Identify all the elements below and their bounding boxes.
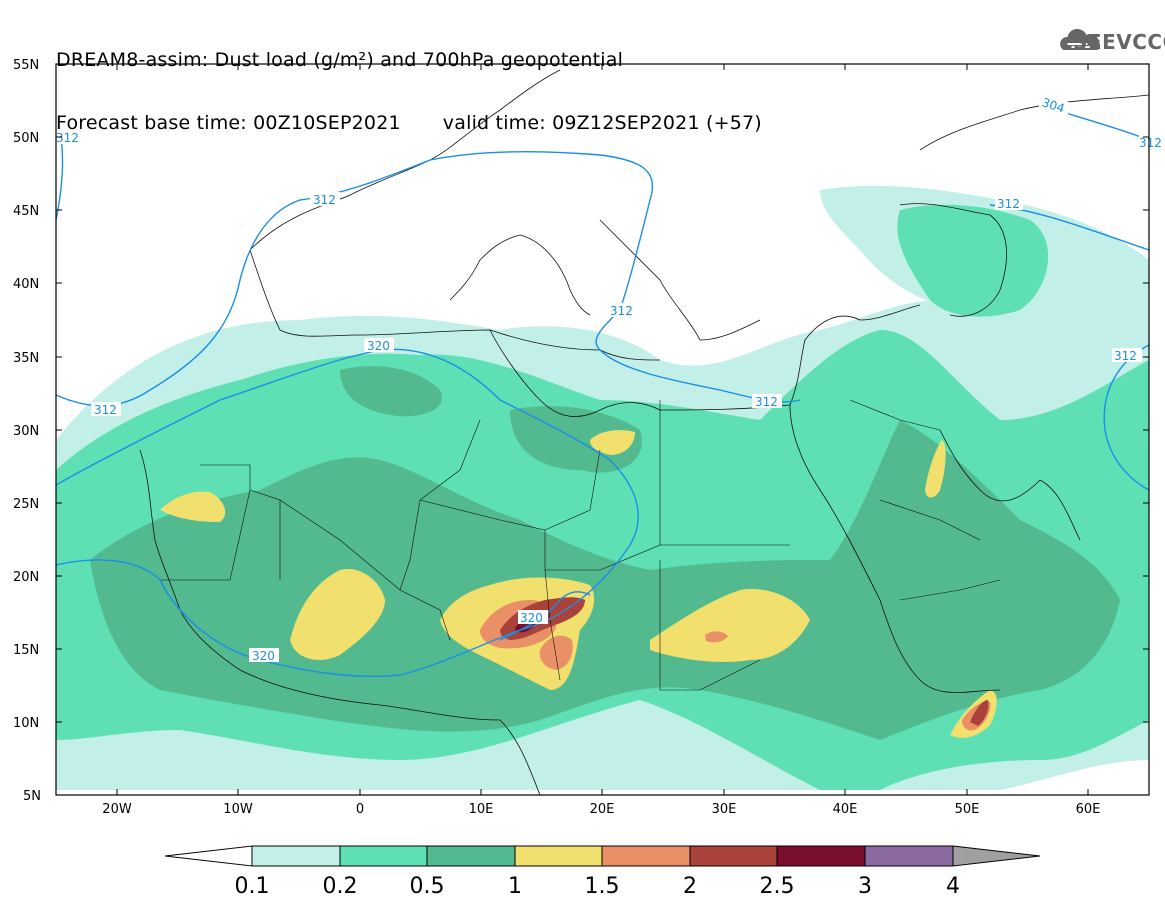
contour-label: 312 (755, 395, 778, 409)
contour-label: 304 (1040, 95, 1066, 115)
contour-label: 312 (610, 304, 633, 318)
coastlines (139, 69, 1149, 795)
lat-label: 10N (13, 716, 39, 731)
contour-312-west (56, 151, 801, 407)
dust-band-1-arabia (925, 440, 946, 498)
lon-label: 20W (102, 802, 132, 817)
contour-label: 312 (997, 197, 1020, 211)
colorbar-label: 0.5 (410, 874, 445, 899)
dust-band-1-mauritania (160, 491, 226, 522)
map-title: DREAM8-assim: Dust load (g/m²) and 700hP… (56, 8, 762, 155)
lon-label: 60E (1076, 802, 1101, 817)
dust-band-1-egypt (590, 430, 635, 455)
lat-label: 40N (13, 277, 39, 292)
colorbar: 0.1 0.2 0.5 1 1.5 2 2.5 3 4 (164, 845, 1041, 899)
lon-label: 30E (712, 802, 737, 817)
dust-band-1.5-sudan (705, 631, 728, 643)
valid-time: valid time: 09Z12SEP2021 (+57) (442, 112, 762, 134)
contour-labels: 312 312 312 304 312 320 312 312 312 320 … (56, 93, 1162, 663)
contour-label: 312 (94, 403, 117, 417)
lat-label: 5N (23, 789, 41, 804)
lat-label: 20N (13, 570, 39, 585)
dust-band-1 (290, 569, 385, 660)
lat-label: 30N (13, 424, 39, 439)
logo-text: SEEVCCC (1073, 30, 1165, 54)
colorbar-cell (514, 845, 603, 867)
lon-label: 10W (223, 802, 253, 817)
colorbar-label: 1 (508, 874, 522, 899)
dust-band-1.5-south (539, 635, 573, 670)
base-time: Forecast base time: 00Z10SEP2021 (56, 112, 401, 134)
lat-label: 50N (13, 131, 39, 146)
colorbar-label: 2 (683, 874, 697, 899)
lat-label: 45N (13, 204, 39, 219)
lon-label: 0 (356, 802, 364, 817)
dust-field (56, 185, 1149, 790)
dust-band-1-sudan (650, 589, 810, 662)
contour-320-inner (499, 591, 591, 641)
lat-label: 25N (13, 497, 39, 512)
latitude-axis: 55N 50N 45N 40N 35N 30N 25N 20N 15N 10N … (13, 58, 1149, 804)
colorbar-cell (426, 845, 516, 867)
lon-label: 40E (833, 802, 858, 817)
dust-band-0.5 (90, 420, 1120, 740)
colorbar-cell (251, 845, 341, 867)
contour-label: 312 (1139, 136, 1162, 150)
lon-label: 10E (469, 802, 494, 817)
title-line-1: DREAM8-assim: Dust load (g/m²) and 700hP… (56, 49, 624, 71)
colorbar-label: 3 (858, 874, 872, 899)
dust-band-2-somalia (970, 700, 989, 726)
contour-label: 320 (520, 611, 543, 625)
contour-label: 312 (313, 193, 336, 207)
colorbar-over-arrow (952, 845, 1041, 867)
lon-label: 20E (590, 802, 615, 817)
colorbar-label: 0.1 (235, 874, 270, 899)
contour-label: 320 (252, 649, 275, 663)
colorbar-cell (689, 845, 778, 867)
lat-label: 55N (13, 58, 39, 73)
longitude-axis: 20W 10W 0 10E 20E 30E 40E 50E 60E (102, 64, 1100, 817)
dust-band-0.5-north (340, 366, 442, 417)
colorbar-under-arrow (164, 845, 253, 867)
cloud-icon (1060, 28, 1101, 50)
contour-label: 312 (56, 131, 79, 145)
dust-band-0.2-caspian (897, 204, 1049, 317)
lon-label: 50E (955, 802, 980, 817)
contour-label: 312 (1114, 349, 1137, 363)
contour-label: 320 (367, 339, 390, 353)
colorbar-cell (864, 845, 954, 867)
colorbar-cell (601, 845, 691, 867)
borders (160, 399, 1001, 691)
colorbar-label: 2.5 (760, 874, 795, 899)
colorbar-label: 0.2 (323, 874, 358, 899)
colorbar-cell (339, 845, 428, 867)
contour-320 (56, 348, 639, 678)
colorbar-cell (776, 845, 866, 867)
lat-label: 15N (13, 643, 39, 658)
lat-label: 35N (13, 351, 39, 366)
colorbar-label: 4 (946, 874, 960, 899)
colorbar-label: 1.5 (585, 874, 620, 899)
